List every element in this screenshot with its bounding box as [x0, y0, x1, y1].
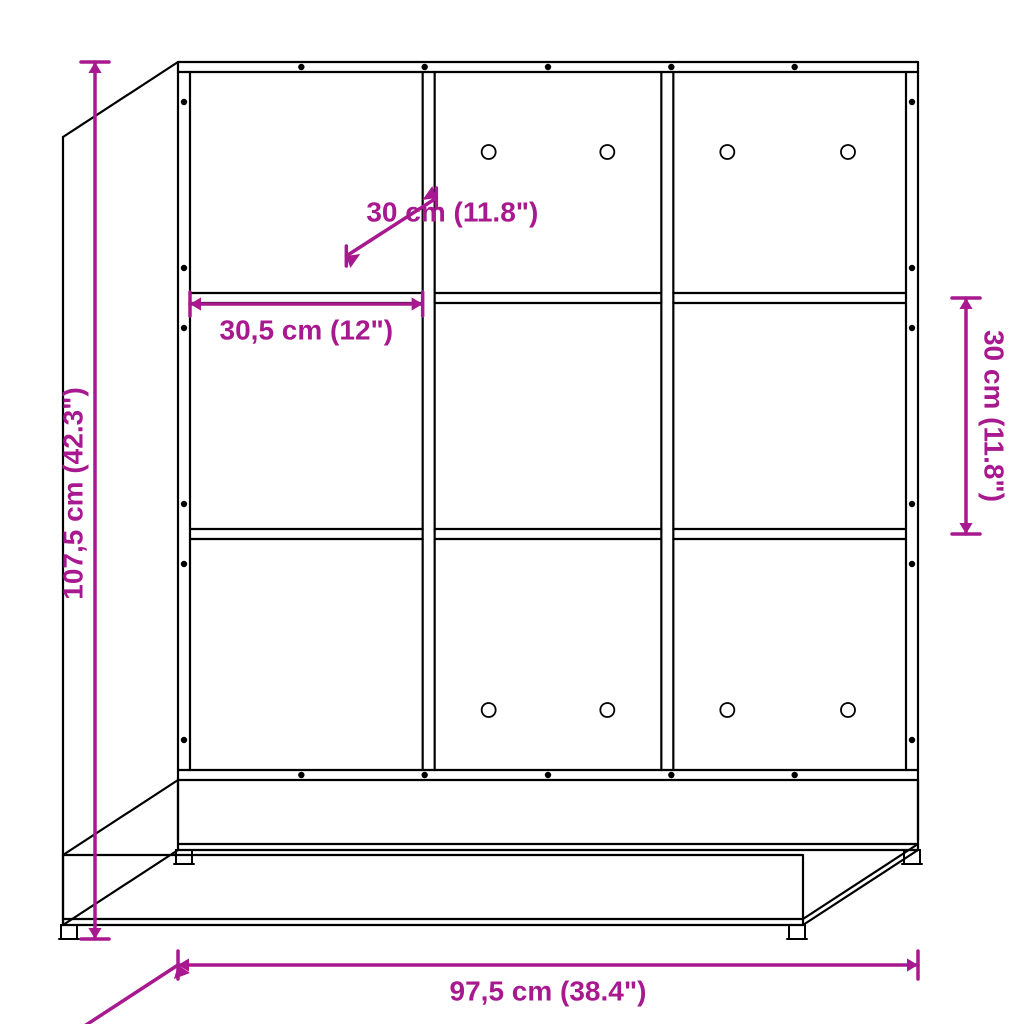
dim-width-label: 97,5 cm (38.4") — [450, 975, 647, 1006]
dim-cube-depth-label: 30 cm (11.8") — [366, 196, 538, 227]
dim-height-label: 107,5 cm (42.3") — [57, 387, 88, 600]
dim-shelf-height-label: 30 cm (11.8") — [979, 330, 1010, 502]
dim-cube-width-label: 30,5 cm (12") — [220, 314, 394, 345]
